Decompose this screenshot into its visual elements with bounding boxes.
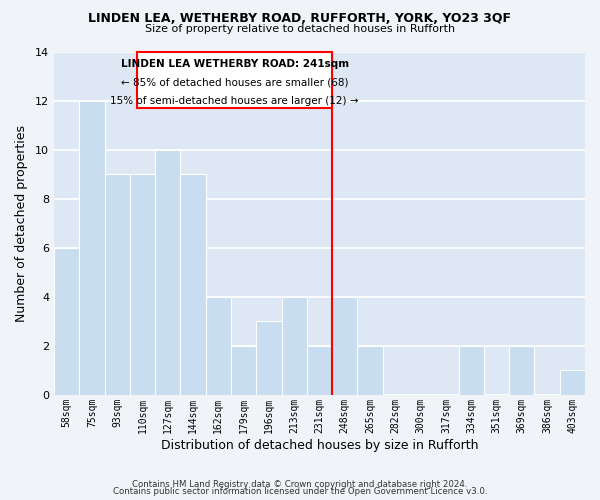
Bar: [206, 296, 231, 394]
Bar: [79, 100, 104, 395]
Bar: [181, 174, 206, 394]
Text: Size of property relative to detached houses in Rufforth: Size of property relative to detached ho…: [145, 24, 455, 34]
Text: Contains public sector information licensed under the Open Government Licence v3: Contains public sector information licen…: [113, 488, 487, 496]
Bar: [307, 346, 332, 395]
Bar: [231, 346, 256, 395]
Bar: [130, 174, 155, 394]
Bar: [104, 174, 130, 394]
Text: 15% of semi-detached houses are larger (12) →: 15% of semi-detached houses are larger (…: [110, 96, 359, 106]
Bar: [358, 346, 383, 395]
FancyBboxPatch shape: [137, 52, 332, 108]
Y-axis label: Number of detached properties: Number of detached properties: [15, 124, 28, 322]
Text: ← 85% of detached houses are smaller (68): ← 85% of detached houses are smaller (68…: [121, 77, 349, 87]
Bar: [560, 370, 585, 394]
Bar: [281, 296, 307, 394]
Bar: [54, 248, 79, 394]
Text: Contains HM Land Registry data © Crown copyright and database right 2024.: Contains HM Land Registry data © Crown c…: [132, 480, 468, 489]
Text: LINDEN LEA, WETHERBY ROAD, RUFFORTH, YORK, YO23 3QF: LINDEN LEA, WETHERBY ROAD, RUFFORTH, YOR…: [89, 12, 511, 26]
X-axis label: Distribution of detached houses by size in Rufforth: Distribution of detached houses by size …: [161, 440, 478, 452]
Bar: [256, 321, 281, 394]
Bar: [458, 346, 484, 395]
Text: LINDEN LEA WETHERBY ROAD: 241sqm: LINDEN LEA WETHERBY ROAD: 241sqm: [121, 59, 349, 69]
Bar: [332, 296, 358, 394]
Bar: [509, 346, 535, 395]
Bar: [155, 150, 181, 394]
